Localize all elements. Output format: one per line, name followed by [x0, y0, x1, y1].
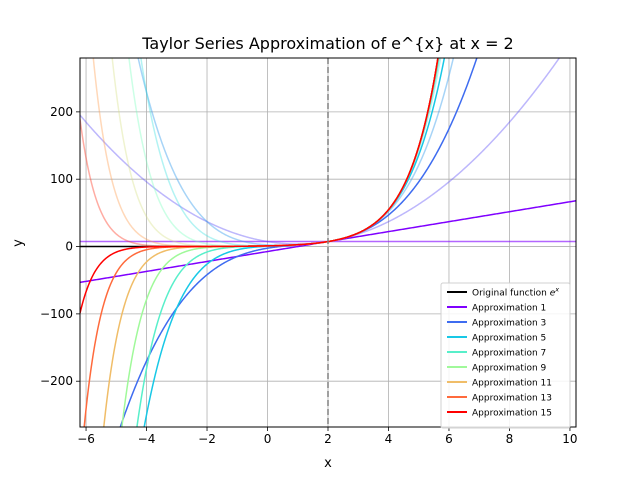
x-tick-label: 0 [264, 432, 272, 446]
x-axis-label: x [324, 456, 332, 471]
legend-box [440, 282, 571, 429]
legend-entry: Approximation 9 [447, 364, 547, 374]
legend-label: Original function ex [472, 286, 559, 299]
legend-superscript: x [554, 286, 559, 294]
legend-entry: Approximation 13 [447, 394, 552, 404]
legend: Original function ex Approximation 1 Appro… [440, 282, 571, 429]
legend-entry: Approximation 1 [447, 304, 546, 314]
x-tick-label: 8 [506, 432, 514, 446]
legend-entry: Approximation 5 [447, 334, 546, 344]
legend-label: Approximation 3 [472, 319, 546, 329]
chart-title: Taylor Series Approximation of e^{x} at … [141, 34, 513, 53]
x-tick-label: 4 [385, 432, 393, 446]
legend-label: Approximation 11 [472, 379, 552, 389]
legend-label: Approximation 13 [472, 394, 552, 404]
y-tick-label: −100 [40, 307, 73, 321]
legend-label: Approximation 1 [472, 304, 546, 314]
legend-entry: Approximation 7 [447, 349, 546, 359]
legend-entry: Original function ex [447, 286, 559, 299]
x-tick-label: 6 [445, 432, 453, 446]
x-tick-label: 10 [562, 432, 577, 446]
x-tick-label: −4 [138, 432, 156, 446]
legend-label: Approximation 9 [472, 364, 547, 374]
x-tick-label: −6 [77, 432, 95, 446]
axis-ticks: −6 −4 −2 0 2 4 6 8 10 −200 −100 0 100 200 [40, 105, 578, 446]
x-tick-label: 2 [324, 432, 332, 446]
legend-entry: Approximation 11 [447, 379, 552, 389]
y-axis-label: y [11, 239, 26, 247]
x-tick-label: −2 [198, 432, 216, 446]
y-tick-label: −200 [40, 374, 73, 388]
legend-entry: Approximation 3 [447, 319, 546, 329]
legend-label: Approximation 15 [472, 409, 552, 419]
legend-label: Approximation 7 [472, 349, 546, 359]
y-tick-label: 0 [65, 240, 73, 254]
legend-math: e [550, 289, 556, 299]
legend-entry: Approximation 15 [447, 409, 552, 419]
legend-label: Approximation 5 [472, 334, 546, 344]
y-tick-label: 200 [50, 105, 73, 119]
y-tick-label: 100 [50, 172, 73, 186]
